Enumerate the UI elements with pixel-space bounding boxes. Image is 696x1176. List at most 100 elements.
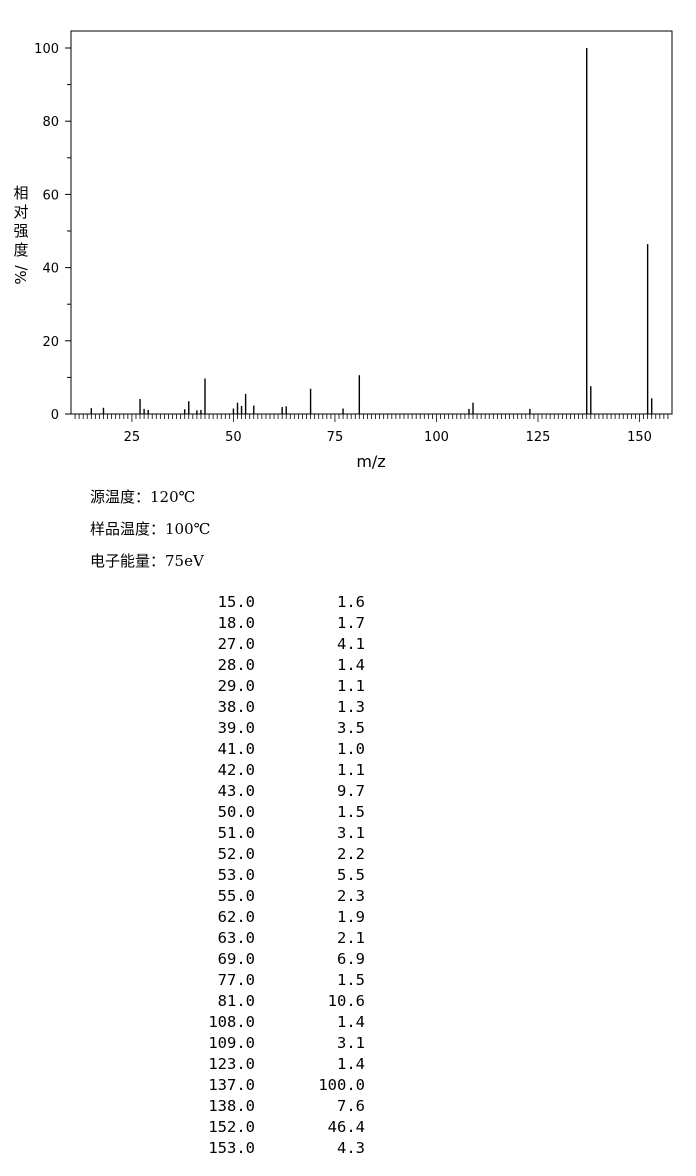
abundance-value: 1.4 bbox=[337, 656, 365, 674]
mz-value: 77.0 bbox=[217, 971, 255, 989]
abundance-value: 3.1 bbox=[337, 1034, 365, 1052]
mz-value: 27.0 bbox=[217, 635, 255, 653]
table-row: 63.0 2.1 bbox=[185, 928, 365, 949]
sample-temperature: 样品温度：100℃ bbox=[90, 520, 211, 538]
x-tick-label: 75 bbox=[327, 430, 344, 445]
mz-value: 108.0 bbox=[208, 1013, 255, 1031]
table-row: 38.0 1.3 bbox=[185, 697, 365, 718]
abundance-value: 10.6 bbox=[327, 992, 365, 1010]
abundance-value: 7.6 bbox=[337, 1097, 365, 1115]
mz-value: 123.0 bbox=[208, 1055, 255, 1073]
mz-value: 55.0 bbox=[217, 887, 255, 905]
mz-value: 153.0 bbox=[208, 1139, 255, 1157]
table-row: 62.0 1.9 bbox=[185, 907, 365, 928]
table-row: 52.0 2.2 bbox=[185, 844, 365, 865]
abundance-value: 2.2 bbox=[337, 845, 365, 863]
table-row: 42.0 1.1 bbox=[185, 760, 365, 781]
mz-value: 15.0 bbox=[217, 593, 255, 611]
x-tick-label: 150 bbox=[627, 430, 652, 445]
mz-value: 109.0 bbox=[208, 1034, 255, 1052]
source-temperature: 源温度：120℃ bbox=[90, 488, 196, 506]
y-tick-label: 60 bbox=[42, 188, 59, 203]
mz-value: 53.0 bbox=[217, 866, 255, 884]
table-row: 152.0 46.4 bbox=[185, 1117, 365, 1138]
x-tick-label: 25 bbox=[124, 430, 141, 445]
x-tick-label: 125 bbox=[526, 430, 551, 445]
abundance-value: 1.5 bbox=[337, 971, 365, 989]
y-label-char: 度 bbox=[13, 241, 28, 259]
abundance-value: 4.1 bbox=[337, 635, 365, 653]
table-row: 50.0 1.5 bbox=[185, 802, 365, 823]
y-tick-label: 100 bbox=[34, 42, 59, 57]
y-tick-label: 80 bbox=[42, 115, 59, 130]
mz-value: 63.0 bbox=[217, 929, 255, 947]
table-row: 55.0 2.3 bbox=[185, 886, 365, 907]
mz-value: 28.0 bbox=[217, 656, 255, 674]
table-row: 123.0 1.4 bbox=[185, 1054, 365, 1075]
table-row: 108.0 1.4 bbox=[185, 1012, 365, 1033]
table-row: 138.0 7.6 bbox=[185, 1096, 365, 1117]
mz-value: 81.0 bbox=[217, 992, 255, 1010]
abundance-value: 1.0 bbox=[337, 740, 365, 758]
y-tick-label: 0 bbox=[51, 408, 59, 423]
mz-value: 52.0 bbox=[217, 845, 255, 863]
y-label-char: 相 bbox=[13, 184, 28, 202]
table-row: 29.0 1.1 bbox=[185, 676, 365, 697]
abundance-value: 46.4 bbox=[327, 1118, 365, 1136]
table-row: 77.0 1.5 bbox=[185, 970, 365, 991]
y-label-char: 对 bbox=[13, 203, 28, 221]
table-row: 81.0 10.6 bbox=[185, 991, 365, 1012]
table-row: 28.0 1.4 bbox=[185, 655, 365, 676]
mz-value: 42.0 bbox=[217, 761, 255, 779]
peak-table: 15.0 1.6 18.0 1.7 27.0 4.1 28.0 1.4 29.0 1.1 38.0 1… bbox=[185, 592, 365, 1159]
abundance-value: 2.3 bbox=[337, 887, 365, 905]
table-row: 43.0 9.7 bbox=[185, 781, 365, 802]
abundance-value: 9.7 bbox=[337, 782, 365, 800]
abundance-value: 1.1 bbox=[337, 677, 365, 695]
abundance-value: 2.1 bbox=[337, 929, 365, 947]
plot-frame bbox=[70, 30, 673, 415]
table-row: 137.0 100.0 bbox=[185, 1075, 365, 1096]
table-row: 153.0 4.3 bbox=[185, 1138, 365, 1159]
table-row: 69.0 6.9 bbox=[185, 949, 365, 970]
table-row: 41.0 1.0 bbox=[185, 739, 365, 760]
mz-value: 39.0 bbox=[217, 719, 255, 737]
table-row: 53.0 5.5 bbox=[185, 865, 365, 886]
abundance-value: 1.6 bbox=[337, 593, 365, 611]
abundance-value: 100.0 bbox=[318, 1076, 365, 1094]
electron-energy: 电子能量：75eV bbox=[90, 552, 204, 570]
abundance-value: 6.9 bbox=[337, 950, 365, 968]
mz-value: 138.0 bbox=[208, 1097, 255, 1115]
abundance-value: 1.9 bbox=[337, 908, 365, 926]
abundance-value: 1.1 bbox=[337, 761, 365, 779]
table-row: 15.0 1.6 bbox=[185, 592, 365, 613]
table-row: 18.0 1.7 bbox=[185, 613, 365, 634]
x-tick-label: 100 bbox=[424, 430, 449, 445]
mz-value: 18.0 bbox=[217, 614, 255, 632]
abundance-value: 1.7 bbox=[337, 614, 365, 632]
mz-value: 38.0 bbox=[217, 698, 255, 716]
mz-value: 41.0 bbox=[217, 740, 255, 758]
y-label-char: 强 bbox=[13, 222, 28, 240]
y-label-unit: %/ bbox=[12, 264, 30, 284]
table-row: 109.0 3.1 bbox=[185, 1033, 365, 1054]
mz-value: 29.0 bbox=[217, 677, 255, 695]
abundance-value: 3.1 bbox=[337, 824, 365, 842]
mz-value: 69.0 bbox=[217, 950, 255, 968]
abundance-value: 4.3 bbox=[337, 1139, 365, 1157]
y-tick-label: 40 bbox=[42, 262, 59, 277]
mz-value: 50.0 bbox=[217, 803, 255, 821]
mz-value: 43.0 bbox=[217, 782, 255, 800]
abundance-value: 5.5 bbox=[337, 866, 365, 884]
peak-bars bbox=[90, 48, 653, 414]
x-tick-label: 50 bbox=[225, 430, 242, 445]
mz-value: 137.0 bbox=[208, 1076, 255, 1094]
mz-value: 152.0 bbox=[208, 1118, 255, 1136]
mz-value: 62.0 bbox=[217, 908, 255, 926]
abundance-value: 1.3 bbox=[337, 698, 365, 716]
mz-value: 51.0 bbox=[217, 824, 255, 842]
abundance-value: 3.5 bbox=[337, 719, 365, 737]
table-row: 51.0 3.1 bbox=[185, 823, 365, 844]
